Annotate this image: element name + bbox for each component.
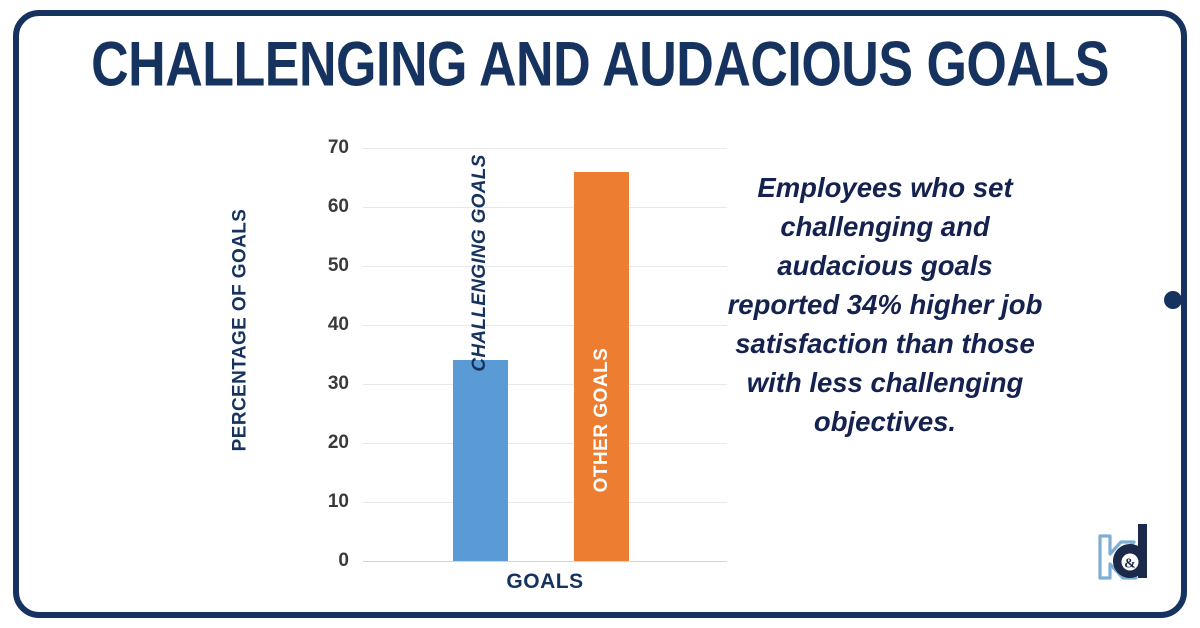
y-axis-tick-label: 50 xyxy=(327,255,349,276)
y-axis-tick-label: 10 xyxy=(327,491,349,512)
bar-2[interactable]: OTHER GOALS xyxy=(574,171,630,561)
logo-ampersand-disc xyxy=(1121,553,1139,571)
kd-monogram-logo: & xyxy=(1090,516,1164,590)
page-title: CHALLENGING AND AUDACIOUS GOALS xyxy=(91,29,1109,100)
y-axis-tick-label: 60 xyxy=(327,196,349,217)
plot-area: 0 10 20 30 40 50 60 70 CHALLENGING GOALS OTHER GO… xyxy=(328,137,727,571)
y-axis-tick-label: 70 xyxy=(327,137,349,158)
y-axis-tick-label: 30 xyxy=(327,373,349,394)
gridline xyxy=(363,148,727,149)
y-axis-tick-label: 40 xyxy=(327,314,349,335)
gridline xyxy=(363,325,727,326)
caption-text: Employees who set challenging and audaci… xyxy=(727,172,1043,438)
y-axis-title: PERCENTAGE OF GOALS xyxy=(220,130,260,530)
y-axis-tick-label: 20 xyxy=(327,432,349,453)
frame-accent-dot xyxy=(1164,291,1182,309)
bar-label-inside: OTHER GOALS xyxy=(590,347,612,493)
gridline xyxy=(363,207,727,208)
y-axis-tick-label: 0 xyxy=(338,550,349,571)
gridline xyxy=(363,561,727,562)
x-axis-title: GOALS xyxy=(506,570,584,593)
bar-label-outside: CHALLENGING GOALS xyxy=(469,154,491,373)
bar-1[interactable] xyxy=(452,360,508,561)
bar-chart: PERCENTAGE OF GOALS 0 10 20 30 40 50 60 70 CHALL… xyxy=(225,130,745,600)
logo-ampersand-glyph: & xyxy=(1124,557,1136,572)
gridline xyxy=(363,384,727,385)
gridline xyxy=(363,443,727,444)
y-axis-title-text: PERCENTAGE OF GOALS xyxy=(229,208,250,452)
gridline xyxy=(363,502,727,503)
gridline xyxy=(363,266,727,267)
